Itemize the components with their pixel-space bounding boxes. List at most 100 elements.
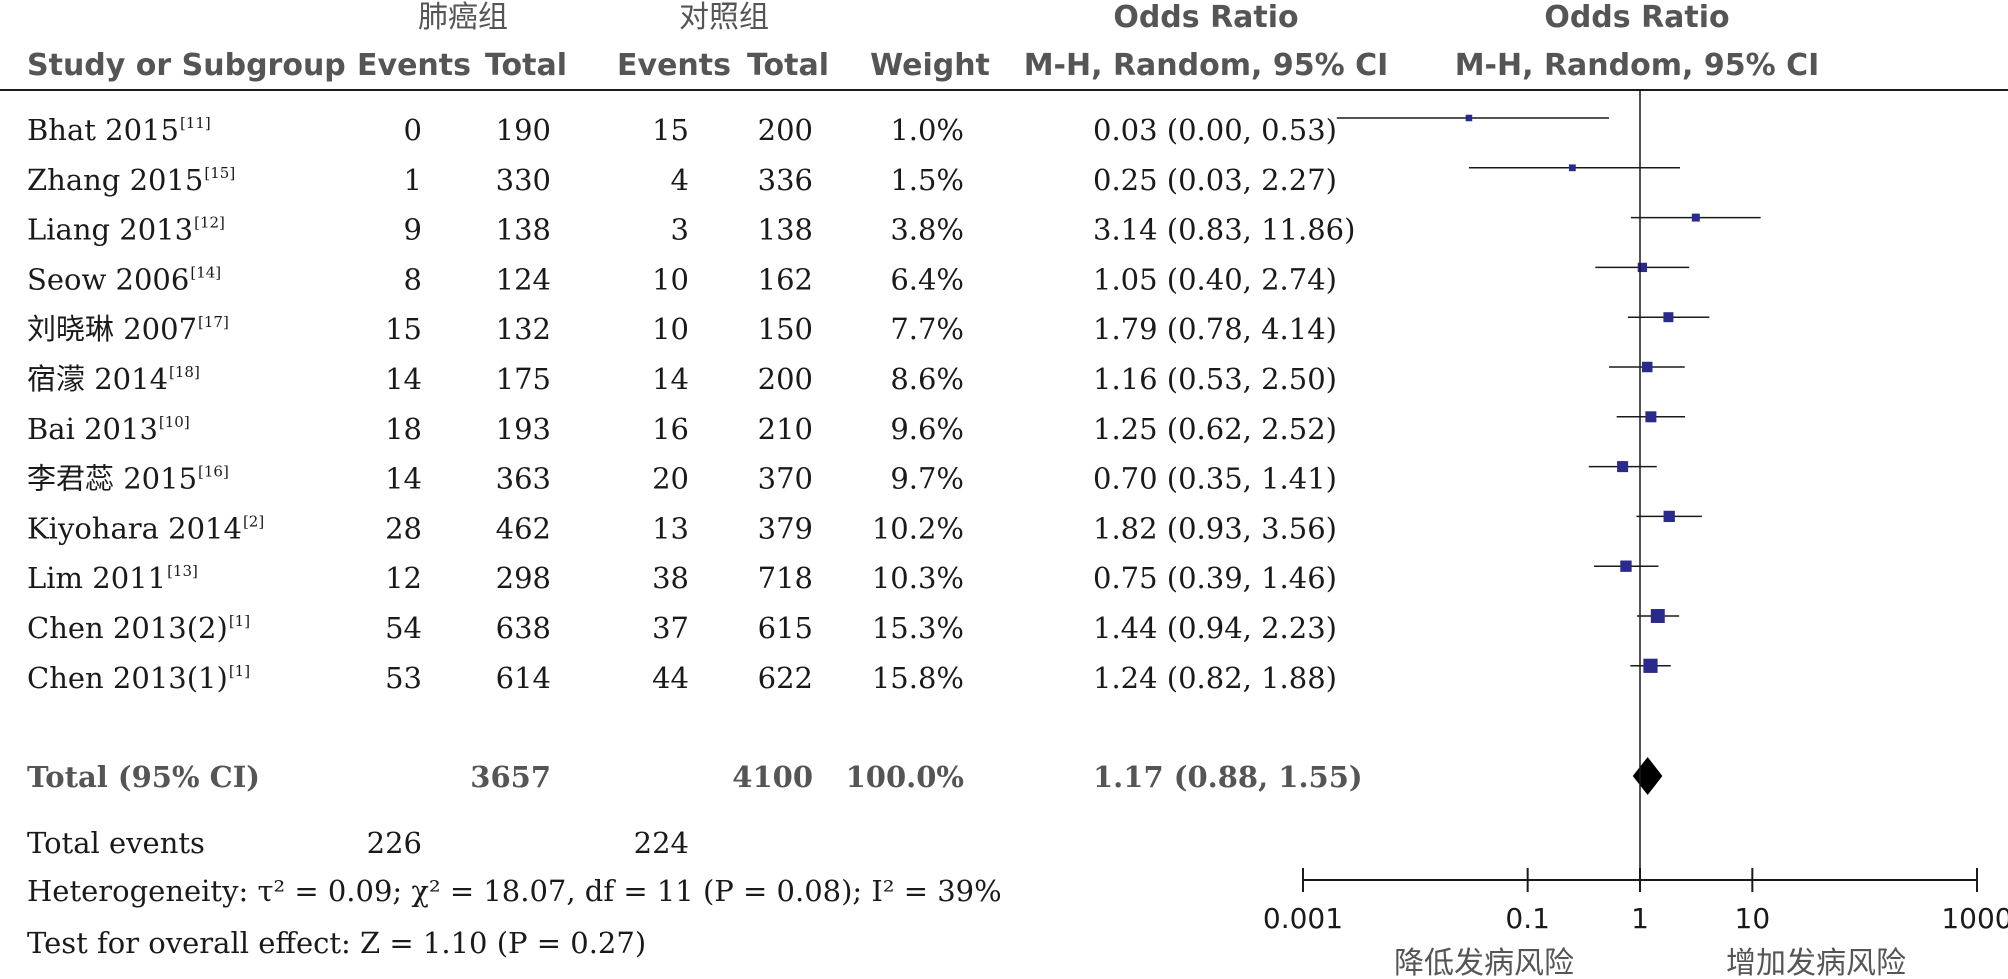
header-group-ctl: 对照组 bbox=[679, 0, 769, 35]
weight-cell: 10.3% bbox=[872, 561, 964, 595]
point-estimate-square bbox=[1620, 560, 1632, 572]
events-ctl-cell: 14 bbox=[652, 362, 689, 396]
events-exp-cell: 8 bbox=[404, 262, 422, 296]
total-exp-cell: 298 bbox=[496, 561, 551, 595]
events-exp-cell: 18 bbox=[385, 412, 422, 446]
total-weight: 100.0% bbox=[846, 760, 964, 794]
study-ref: [1] bbox=[229, 662, 250, 680]
study-row: Chen 2013(1) [1] 53 614 44 622 15.8% 1.24 (0.82… bbox=[27, 661, 1337, 695]
header-events-ctl: Events bbox=[617, 48, 731, 83]
weight-cell: 9.7% bbox=[890, 462, 964, 496]
total-ctl-cell: 200 bbox=[758, 362, 813, 396]
point-estimate-square bbox=[1691, 213, 1700, 222]
total-exp-cell: 132 bbox=[496, 312, 551, 346]
study-name: 刘晓琳 2007 bbox=[27, 312, 197, 346]
total-ctl: 4100 bbox=[732, 760, 813, 794]
study-row: Bai 2013 [10] 18 193 16 210 9.6% 1.25 (0.62, 2.… bbox=[27, 412, 1337, 446]
events-ctl-cell: 13 bbox=[652, 511, 689, 545]
study-ref: [11] bbox=[180, 114, 211, 132]
events-ctl-cell: 38 bbox=[652, 561, 689, 595]
or-ci-cell: 1.16 (0.53, 2.50) bbox=[1093, 362, 1337, 396]
point-estimate-square bbox=[1663, 510, 1675, 523]
study-name: Chen 2013(1) bbox=[27, 661, 228, 695]
weight-cell: 1.5% bbox=[890, 163, 964, 197]
events-ctl-cell: 10 bbox=[652, 262, 689, 296]
or-ci-cell: 1.79 (0.78, 4.14) bbox=[1093, 312, 1337, 346]
point-estimate-square bbox=[1643, 658, 1658, 673]
study-row: Chen 2013(2) [1] 54 638 37 615 15.3% 1.44 (0.94… bbox=[27, 611, 1337, 645]
study-row: Kiyohara 2014 [2] 28 462 13 379 10.2% 1.82 (0.9… bbox=[27, 511, 1337, 545]
study-ref: [16] bbox=[198, 463, 229, 481]
study-ref: [13] bbox=[167, 562, 198, 580]
x-tick-label: 1000 bbox=[1941, 902, 2008, 935]
study-ref: [17] bbox=[198, 313, 229, 331]
weight-cell: 10.2% bbox=[872, 511, 964, 545]
weight-cell: 3.8% bbox=[890, 213, 964, 247]
total-exp-cell: 190 bbox=[496, 113, 551, 147]
overall-effect-text: Test for overall effect: Z = 1.10 (P = 0… bbox=[27, 926, 646, 960]
total-ctl-cell: 150 bbox=[758, 312, 813, 346]
events-exp-cell: 54 bbox=[385, 611, 422, 645]
total-exp-cell: 330 bbox=[496, 163, 551, 197]
total-ctl-cell: 370 bbox=[758, 462, 813, 496]
or-ci-cell: 1.25 (0.62, 2.52) bbox=[1093, 412, 1337, 446]
study-row: Zhang 2015 [15] 1 330 4 336 1.5% 0.25 (0.03, 2.… bbox=[27, 163, 1337, 197]
x-tick-label: 10 bbox=[1735, 902, 1771, 935]
weight-cell: 8.6% bbox=[890, 362, 964, 396]
total-exp-cell: 638 bbox=[496, 611, 551, 645]
study-name: Zhang 2015 bbox=[27, 163, 203, 197]
events-exp-cell: 28 bbox=[385, 511, 422, 545]
header-events-exp: Events bbox=[357, 48, 471, 83]
study-name: 李君蕊 2015 bbox=[27, 462, 197, 496]
events-exp-cell: 15 bbox=[385, 312, 422, 346]
study-name: Seow 2006 bbox=[27, 262, 189, 296]
total-ctl-cell: 200 bbox=[758, 113, 813, 147]
header-total-exp: Total bbox=[485, 48, 567, 83]
study-row: Seow 2006 [14] 8 124 10 162 6.4% 1.05 (0.40, 2.… bbox=[27, 262, 1337, 296]
total-exp-cell: 462 bbox=[496, 511, 551, 545]
total-ctl-cell: 622 bbox=[758, 661, 813, 695]
study-name: 宿濛 2014 bbox=[27, 362, 168, 396]
header-or-title-text: Odds Ratio bbox=[1113, 0, 1298, 35]
point-estimate-square bbox=[1650, 609, 1665, 623]
weight-cell: 9.6% bbox=[890, 412, 964, 446]
x-tick-label: 1 bbox=[1631, 902, 1649, 935]
events-ctl-cell: 3 bbox=[671, 213, 689, 247]
events-ctl-cell: 16 bbox=[652, 412, 689, 446]
total-exp-cell: 175 bbox=[496, 362, 551, 396]
weight-cell: 15.3% bbox=[872, 611, 964, 645]
header-weight: Weight bbox=[870, 48, 990, 83]
or-ci-cell: 0.03 (0.00, 0.53) bbox=[1093, 113, 1337, 147]
total-ctl-cell: 138 bbox=[758, 213, 813, 247]
study-name: Lim 2011 bbox=[27, 561, 166, 595]
total-label: Total (95% CI) bbox=[27, 760, 260, 794]
total-ctl-cell: 210 bbox=[758, 412, 813, 446]
heterogeneity-text: Heterogeneity: τ² = 0.09; χ² = 18.07, df… bbox=[27, 874, 1002, 908]
weight-cell: 15.8% bbox=[872, 661, 964, 695]
weight-cell: 6.4% bbox=[890, 262, 964, 296]
study-row: 宿濛 2014 [18] 14 175 14 200 8.6% 1.16 (0.53, 2.5… bbox=[27, 362, 1337, 396]
events-exp-cell: 14 bbox=[385, 362, 422, 396]
x-tick-label: 0.1 bbox=[1505, 902, 1550, 935]
events-exp-cell: 53 bbox=[385, 661, 422, 695]
total-or-ci: 1.17 (0.88, 1.55) bbox=[1093, 760, 1363, 794]
header-study: Study or Subgroup bbox=[27, 48, 346, 83]
total-exp: 3657 bbox=[470, 760, 551, 794]
total-exp-cell: 193 bbox=[496, 412, 551, 446]
total-ctl-cell: 379 bbox=[758, 511, 813, 545]
point-estimate-square bbox=[1465, 114, 1473, 122]
or-ci-cell: 1.24 (0.82, 1.88) bbox=[1093, 661, 1337, 695]
total-events-exp: 226 bbox=[367, 826, 422, 860]
events-exp-cell: 14 bbox=[385, 462, 422, 496]
study-row: Lim 2011 [13] 12 298 38 718 10.3% 0.75 (0.39, 1… bbox=[27, 561, 1337, 595]
events-exp-cell: 12 bbox=[385, 561, 422, 595]
events-exp-cell: 0 bbox=[404, 113, 422, 147]
study-ref: [10] bbox=[159, 413, 190, 431]
events-ctl-cell: 44 bbox=[652, 661, 689, 695]
study-ref: [12] bbox=[194, 214, 225, 232]
point-estimate-square bbox=[1663, 312, 1674, 323]
study-ref: [14] bbox=[190, 263, 221, 281]
or-ci-cell: 1.44 (0.94, 2.23) bbox=[1093, 611, 1337, 645]
total-ctl-cell: 615 bbox=[758, 611, 813, 645]
header-or-method-text: M-H, Random, 95% CI bbox=[1024, 48, 1389, 83]
